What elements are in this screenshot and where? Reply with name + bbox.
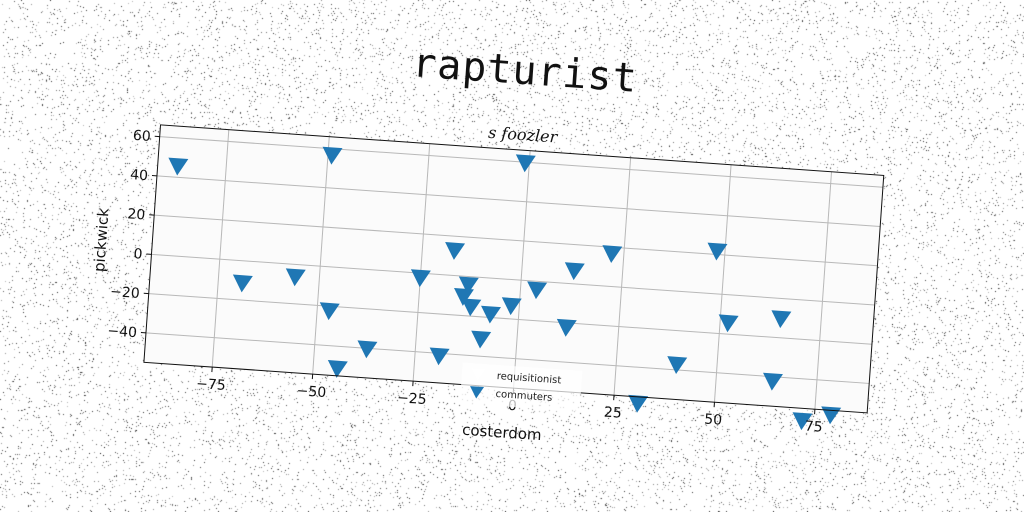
y-tick-label: 40 (130, 167, 149, 184)
y-grid-line (151, 253, 875, 306)
point-commuters (602, 245, 623, 264)
point-commuters (445, 242, 466, 260)
point-commuters (564, 262, 585, 281)
legend: requisitionist commuters (459, 362, 583, 412)
point-commuters (327, 360, 348, 378)
y-grid-line (154, 214, 878, 267)
legend-marker-requisitionist (471, 368, 486, 381)
point-commuters (556, 318, 577, 337)
point-commuters (792, 412, 813, 431)
y-tick-label: 0 (133, 246, 143, 263)
plot-area (143, 124, 884, 413)
x-grid-line (814, 171, 833, 410)
point-commuters (168, 157, 189, 176)
point-commuters (821, 406, 842, 425)
x-grid-line (412, 143, 431, 382)
point-commuters (527, 281, 548, 300)
x-tick-label: 25 (603, 405, 622, 422)
legend-label-commuters: commuters (495, 389, 552, 404)
point-commuters (429, 347, 450, 366)
point-commuters (285, 268, 306, 287)
point-commuters (771, 310, 792, 329)
y-grid-line (156, 175, 881, 227)
point-commuters (454, 288, 474, 306)
point-commuters (667, 356, 688, 375)
y-tick-label: −20 (110, 284, 141, 302)
point-commuters (357, 340, 378, 359)
x-grid-line (312, 136, 330, 375)
point-commuters (322, 146, 343, 165)
marks-layer (168, 146, 842, 431)
grid-layer (145, 129, 883, 410)
y-axis-label: pickwick (90, 207, 112, 272)
point-commuters (707, 242, 728, 261)
chart-title: s foozler (488, 123, 560, 147)
x-tick-label: −75 (196, 376, 227, 394)
y-grid-line (148, 293, 872, 345)
legend-label-requisitionist: requisitionist (496, 371, 561, 386)
y-grid-line (145, 332, 870, 384)
x-grid-line (713, 164, 732, 403)
y-tick-label: 60 (132, 128, 151, 145)
y-tick-label: 20 (127, 206, 146, 223)
point-commuters (481, 305, 501, 324)
point-commuters (232, 274, 253, 293)
x-tick-label: −50 (296, 383, 327, 401)
point-commuters (628, 394, 649, 413)
point-commuters (515, 154, 536, 173)
point-commuters (718, 314, 739, 333)
point-commuters (471, 330, 492, 349)
x-grid-line (513, 150, 531, 389)
x-grid-line (211, 129, 230, 368)
point-commuters (461, 298, 482, 317)
point-commuters (501, 297, 522, 316)
x-tick-label: 75 (804, 419, 823, 436)
point-commuters (458, 276, 479, 295)
legend-box (459, 362, 583, 412)
x-tick-label: 50 (704, 412, 723, 429)
x-grid-line (613, 157, 632, 396)
x-axis-label: costerdom (462, 421, 543, 445)
point-commuters (763, 372, 783, 391)
x-tick-label: −25 (397, 390, 428, 408)
point-commuters (319, 302, 340, 321)
point-commuters (410, 269, 431, 288)
legend-marker-commuters (470, 386, 485, 399)
y-tick-label: −40 (107, 323, 138, 341)
